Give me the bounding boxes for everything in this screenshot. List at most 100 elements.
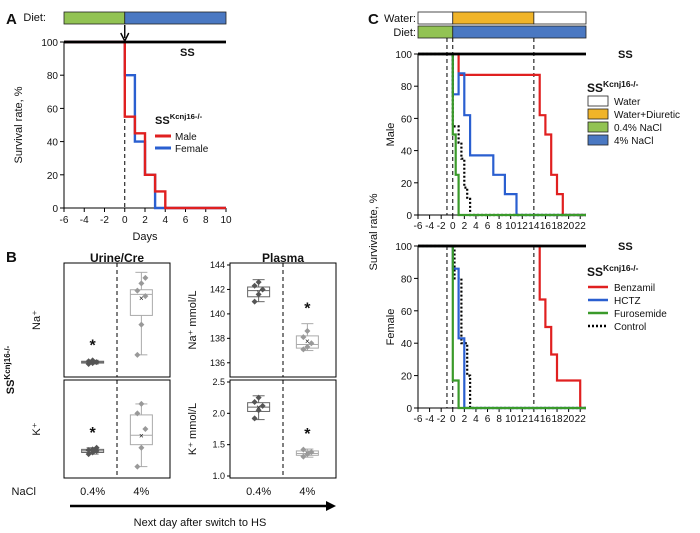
y-tick-label: 0 [52,204,58,215]
legend-title: SSKcnj16-/- [587,79,639,95]
data-point [255,291,262,298]
data-point [304,343,311,350]
series-line-male [64,40,226,210]
x-tick-label: 0 [450,221,456,232]
series-line-hctz [418,244,586,410]
data-point [134,463,141,470]
data-point [251,415,258,422]
y-axis-label: K⁺ mmol/L [187,403,199,455]
legend-label: Water [614,97,641,108]
y-tick-label: 20 [401,372,413,383]
significance-star: * [304,301,311,318]
y-axis-label: Na⁺ [31,310,43,330]
y-tick-label: 40 [401,339,413,350]
x-tick-label: 16 [540,221,552,232]
data-point [138,321,145,328]
x-axis-label: Days [132,231,158,243]
x-tick-label: -6 [414,221,423,232]
panel-a: Diet: 0 20 40 60 80 100 -6 -4 -2 0 2 4 6 8 10 Days Surviv… [13,11,232,243]
row-label: Male [385,123,397,147]
data-point [134,287,141,294]
data-point [255,407,262,414]
data-point [93,444,100,451]
data-point [300,334,307,341]
legend-label: Benzamil [614,283,655,294]
legend-swatch [587,134,609,146]
data-point [85,447,92,454]
data-point [85,358,92,365]
panel-letter-c: C [368,11,379,28]
panel-b: Urine/Cre Plasma SSKcnj16-/- Na⁺ × * × Na⁺ mmol… [3,251,337,529]
series-line-furosemide [418,244,586,410]
box-mean-marker: × [139,294,144,303]
panel-c: Water:Diet:Survival rate, % 020406080100-… [368,11,680,425]
series-line-benzamil [418,244,586,410]
x-tick-label: 14 [528,221,540,232]
column-title: Plasma [262,251,304,265]
series-line-female [64,40,226,210]
panel-letter-b: B [6,249,17,266]
series-line-control [418,244,586,410]
x-tick-label: 8 [496,221,502,232]
diet-bar-label: Diet: [23,12,46,24]
diet-bar-segment [63,11,126,25]
data-point [259,402,266,409]
y-tick-label: 80 [47,71,59,82]
x-tick-label: 22 [575,221,587,232]
x-tick-label: -4 [80,215,89,226]
significance-star: * [90,337,97,354]
top-bar-segment [417,11,454,25]
legend-label: Male [175,132,197,143]
data-point [308,340,315,347]
y-tick-label: 100 [395,242,412,253]
y-tick-label: 0 [406,211,412,222]
data-point [89,357,96,364]
column-title: Urine/Cre [90,251,144,265]
x-tick-label: 22 [575,414,587,425]
y-tick-label: 40 [401,147,413,158]
x-tick-label: 2 [142,215,148,226]
data-point [138,400,145,407]
panel-letter-a: A [6,11,17,28]
x-tick-label: 12 [517,221,529,232]
data-point [255,394,262,401]
x-tick-label: 10 [220,215,232,226]
x-tick-label: 8 [203,215,209,226]
data-point [259,286,266,293]
category-label: 0.4% [80,486,105,498]
category-label: 4% [299,486,315,498]
x-tick-label: -6 [60,215,69,226]
diet-bar-segment [124,11,227,25]
series-line-furosemide [418,52,586,217]
legend-title: SSKcnj16-/- [155,112,203,127]
y-tick-label: 80 [401,274,413,285]
y-tick-label: 80 [401,82,413,93]
x-tick-label: -6 [414,414,423,425]
series-line-control [418,52,586,217]
y-tick-label: 20 [47,171,59,182]
legend-label: HCTZ [614,296,641,307]
x-tick-label: 4 [473,414,479,425]
y-tick-label: 1.5 [212,440,225,450]
data-point [142,274,149,281]
y-tick-label: 20 [401,179,413,190]
legend-swatch [587,121,609,133]
top-bar-label: Water: [384,13,416,25]
x-tick-label: 20 [563,414,575,425]
y-tick-label: 100 [41,38,58,49]
data-point [251,282,258,289]
x-tick-label: 18 [551,414,563,425]
significance-star: * [304,426,311,443]
category-label: 4% [133,486,149,498]
x-tick-label: 2 [462,221,468,232]
legend-label: Furosemide [614,309,667,320]
x-tick-label: 0 [450,414,456,425]
legend-swatch [587,108,609,120]
timeline-arrow-head [326,501,336,511]
box-mean-marker: × [139,431,144,440]
x-tick-label: 2 [462,414,468,425]
top-bar-segment [417,25,454,39]
series-line-benzamil [418,52,586,217]
row-label: Female [385,309,397,346]
